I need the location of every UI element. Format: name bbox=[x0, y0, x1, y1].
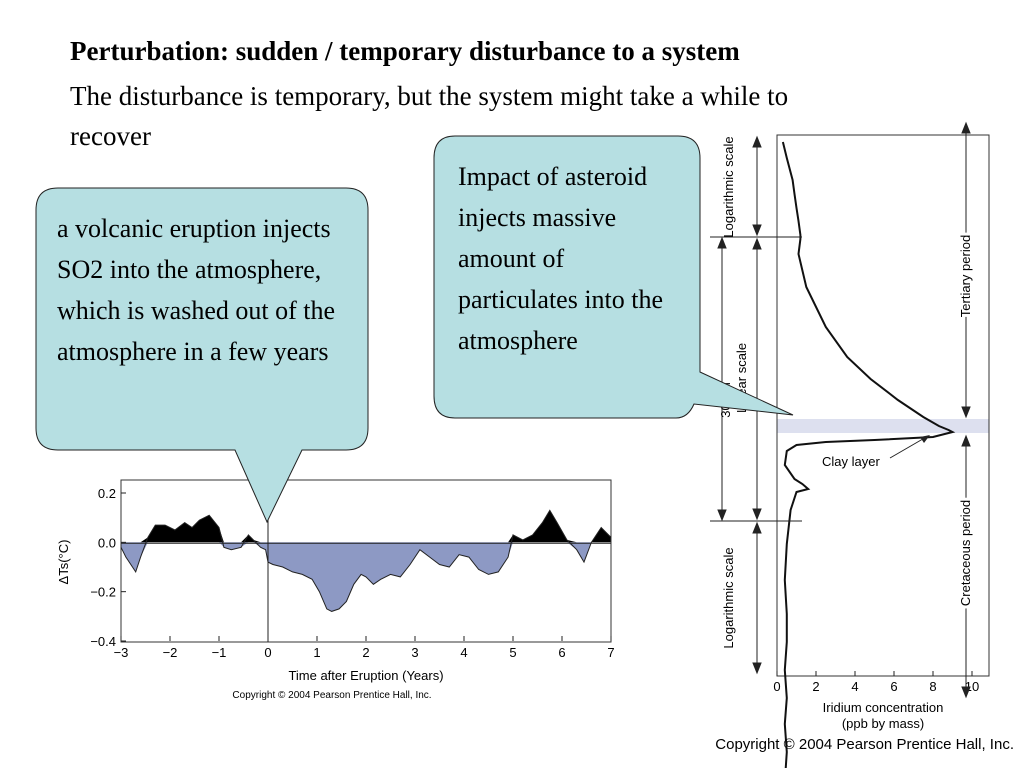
x-tick-label: 2 bbox=[362, 645, 369, 660]
clay-layer-band bbox=[777, 419, 989, 433]
iridium-x-label: Iridium concentration bbox=[823, 700, 944, 715]
clay-layer-pointer-head bbox=[920, 435, 930, 443]
slide-subtitle: The disturbance is temporary, but the sy… bbox=[70, 81, 789, 151]
iridium-line bbox=[781, 141, 956, 768]
callout-asteroid-text: Impact of asteroid injects massive amoun… bbox=[458, 162, 664, 355]
clay-layer-pointer bbox=[889, 435, 929, 459]
y-tick-label: 0.0 bbox=[98, 535, 116, 550]
callout-volcano-text: a volcanic eruption injects SO2 into the… bbox=[57, 214, 336, 366]
scale-brackets bbox=[710, 121, 971, 699]
x-tick-label: 6 bbox=[558, 645, 565, 660]
y-tick-label: −0.4 bbox=[90, 634, 116, 649]
slide-title: Perturbation: sudden / temporary disturb… bbox=[70, 36, 740, 66]
x-tick-label: 1 bbox=[313, 645, 320, 660]
x-tick-label: −3 bbox=[114, 645, 129, 660]
chart-copyright: Copyright © 2004 Pearson Prentice Hall, … bbox=[232, 690, 431, 701]
footer-copyright: Copyright © 2004 Pearson Prentice Hall, … bbox=[715, 736, 1014, 753]
iridium-x-tick-label: 0 bbox=[773, 679, 780, 694]
depth-30cm-label: 30 cm bbox=[718, 382, 733, 417]
y-axis-label: ΔTs(°C) bbox=[56, 540, 71, 585]
x-axis-label: Time after Eruption (Years) bbox=[288, 668, 443, 683]
iridium-x-tick-label: 8 bbox=[929, 679, 936, 694]
x-tick-label: −2 bbox=[163, 645, 178, 660]
cretaceous-label: Cretaceous period bbox=[958, 500, 973, 606]
x-tick-label: 3 bbox=[411, 645, 418, 660]
log-scale-top-label-text: Logarithmic scale bbox=[721, 136, 736, 237]
linear-scale-label: Linear scale bbox=[734, 343, 749, 413]
tertiary-label: Tertiary period bbox=[958, 235, 973, 317]
log-scale-bottom-label: Logarithmic scale bbox=[721, 547, 736, 648]
iridium-x-unit: (ppb by mass) bbox=[842, 716, 924, 731]
x-tick-label: 7 bbox=[607, 645, 614, 660]
x-tick-label: 4 bbox=[460, 645, 467, 660]
log-scale-top-label: Logarithmic scale bbox=[721, 136, 736, 237]
y-tick-label: −0.2 bbox=[90, 585, 116, 600]
clay-layer-label: Clay layer bbox=[822, 454, 880, 469]
x-tick-label: −1 bbox=[212, 645, 227, 660]
iridium-x-tick-label: 4 bbox=[851, 679, 858, 694]
x-tick-label: 0 bbox=[264, 645, 271, 660]
positive-anomaly-area bbox=[121, 510, 611, 543]
iridium-x-tick-label: 6 bbox=[890, 679, 897, 694]
x-tick-label: 5 bbox=[509, 645, 516, 660]
iridium-x-tick-label: 2 bbox=[812, 679, 819, 694]
